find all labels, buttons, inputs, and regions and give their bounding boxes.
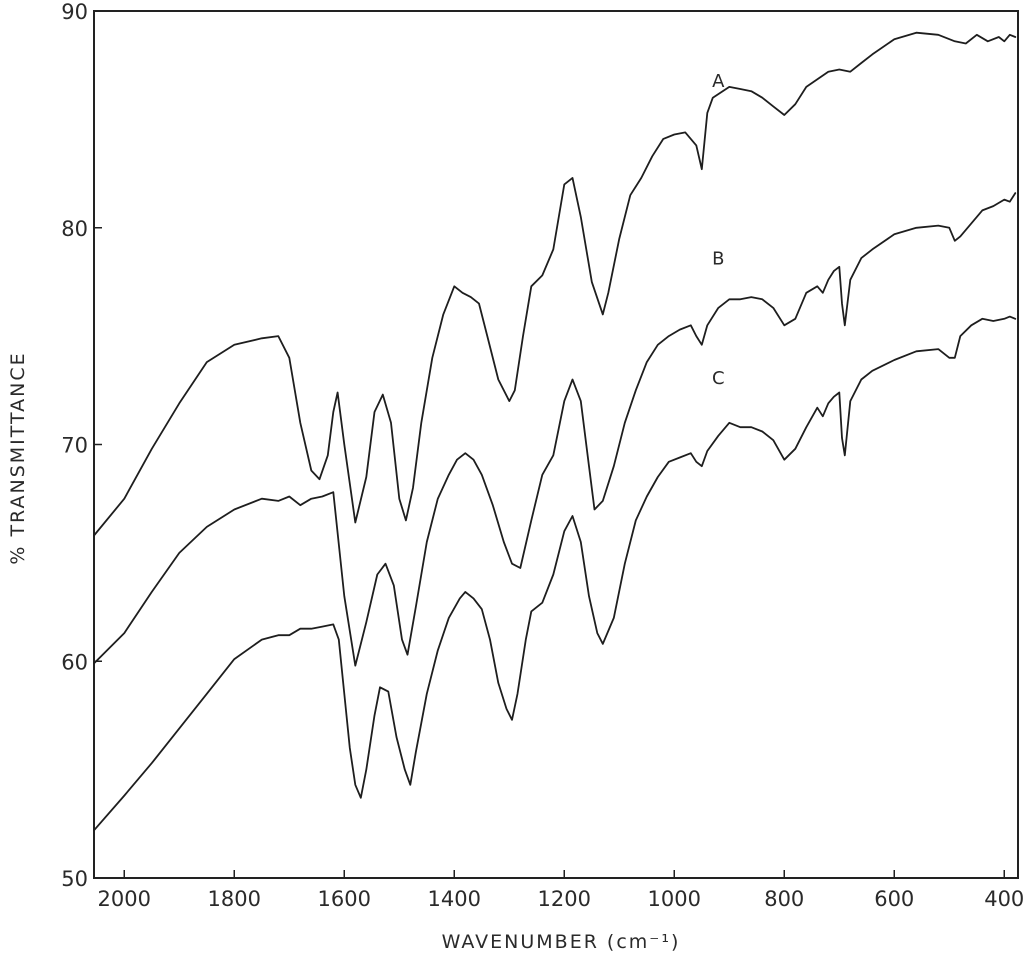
y-tick-label: 80 [61,217,88,241]
y-tick-label: 50 [61,867,88,891]
y-tick-label: 90 [61,0,88,24]
x-tick-label: 1400 [428,887,481,911]
x-tick-label: 600 [874,887,914,911]
series-labels: A B C [712,71,725,389]
series-line-c [93,315,1017,832]
y-axis-label: % TRANSMITTANCE [7,351,29,564]
series-lines [93,31,1017,832]
x-tick-label: 1200 [538,887,591,911]
series-line-a [93,31,1017,537]
x-tick-label: 1800 [208,887,261,911]
series-label-a: A [712,71,725,92]
x-tick-label: 1000 [648,887,701,911]
y-tick-label: 60 [61,650,88,674]
axis-tick-labels: 2000 1800 1600 1400 1200 1000 800 600 400 50 60 70 8… [61,0,1024,911]
x-axis-label: WAVENUMBER (cm⁻¹) [442,931,681,953]
series-line-b [93,192,1017,667]
x-tick-label: 1600 [318,887,371,911]
series-label-c: C [712,368,725,389]
x-tick-label: 800 [764,887,804,911]
x-tick-label: 2000 [98,887,151,911]
x-tick-label: 400 [984,887,1024,911]
series-label-b: B [712,249,724,270]
axis-ticks [94,10,1005,879]
y-tick-label: 70 [61,434,88,458]
